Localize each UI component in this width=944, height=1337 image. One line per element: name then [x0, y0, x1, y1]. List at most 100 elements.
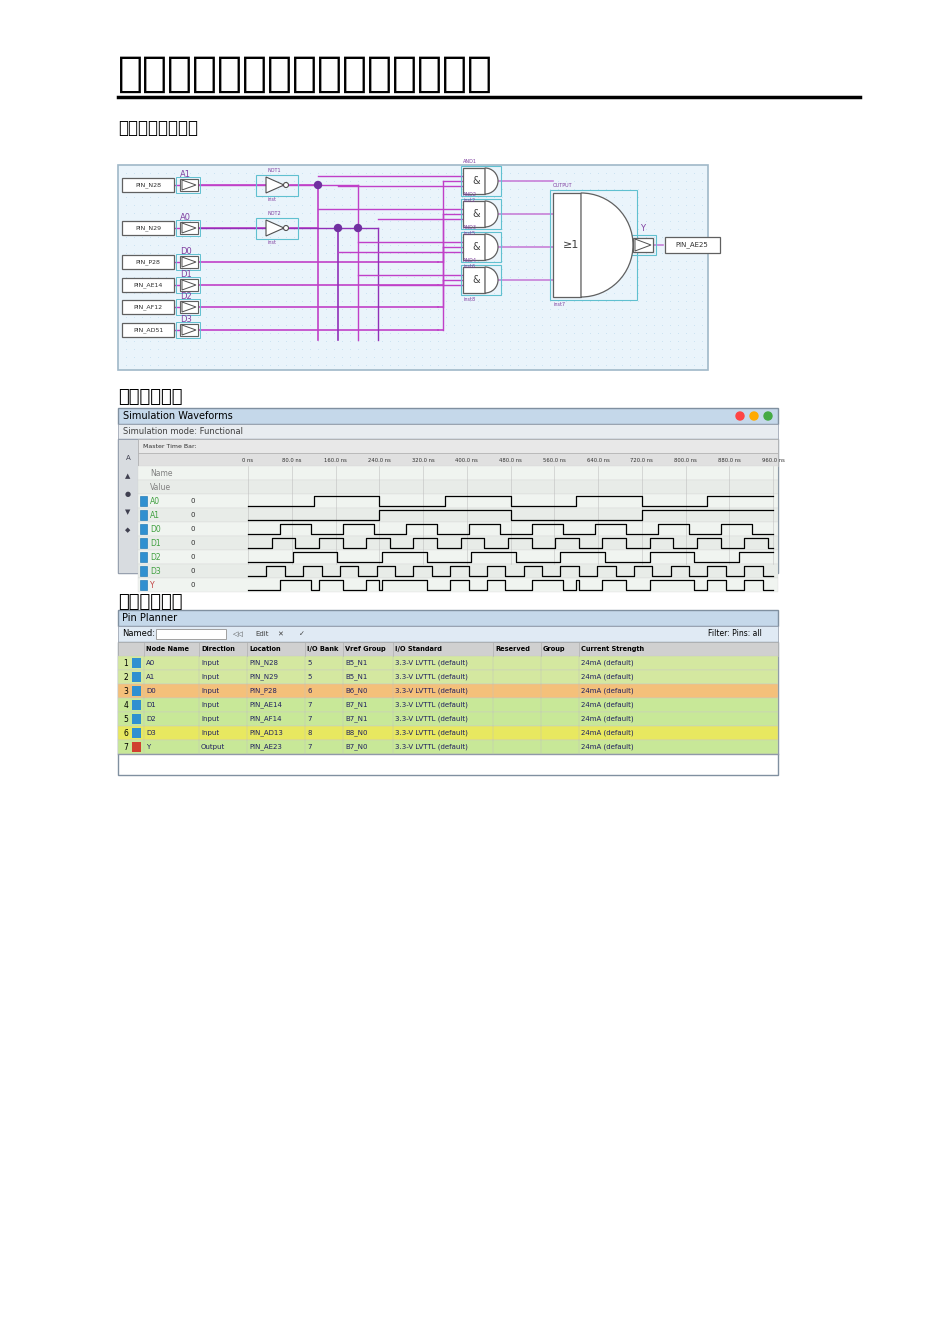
- Polygon shape: [182, 180, 195, 190]
- Polygon shape: [182, 325, 195, 336]
- Text: AND3: AND3: [463, 225, 477, 230]
- Text: 160.0 ns: 160.0 ns: [324, 457, 346, 463]
- Text: D3: D3: [145, 730, 156, 735]
- Bar: [118, 698, 777, 713]
- Bar: [463, 201, 484, 227]
- Text: Simulation Waveforms: Simulation Waveforms: [123, 410, 232, 421]
- Text: PIN_N29: PIN_N29: [248, 674, 278, 681]
- Bar: [132, 686, 141, 697]
- Bar: [179, 279, 198, 291]
- Wedge shape: [581, 193, 632, 297]
- Text: &: &: [472, 275, 480, 285]
- Bar: [118, 439, 777, 574]
- Text: PIN_N28: PIN_N28: [248, 659, 278, 666]
- Bar: [461, 265, 500, 295]
- Text: D0: D0: [179, 247, 192, 255]
- Wedge shape: [484, 267, 497, 293]
- Text: PIN_N28: PIN_N28: [135, 182, 160, 187]
- Bar: [461, 233, 500, 262]
- Bar: [118, 164, 707, 370]
- Text: B8_N0: B8_N0: [345, 730, 367, 737]
- Text: 24mA (default): 24mA (default): [581, 702, 633, 709]
- Text: D1: D1: [179, 270, 192, 279]
- Bar: [140, 566, 147, 576]
- Text: 720.0 ns: 720.0 ns: [630, 457, 652, 463]
- Text: 24mA (default): 24mA (default): [581, 674, 633, 681]
- Bar: [140, 509, 147, 520]
- Text: ◁◁: ◁◁: [233, 631, 244, 636]
- Bar: [138, 508, 777, 521]
- Text: ✓: ✓: [298, 631, 305, 636]
- Text: B7_N1: B7_N1: [345, 715, 367, 722]
- Text: ✕: ✕: [277, 631, 282, 636]
- Text: inst5: inst5: [463, 231, 475, 237]
- Text: PIN_P28: PIN_P28: [135, 259, 160, 265]
- Text: 0: 0: [191, 512, 195, 517]
- Bar: [122, 324, 174, 337]
- Bar: [118, 726, 777, 739]
- Text: 960.0 ns: 960.0 ns: [761, 457, 784, 463]
- Text: 400.0 ns: 400.0 ns: [455, 457, 478, 463]
- Bar: [140, 537, 147, 548]
- Text: Name: Name: [150, 468, 173, 477]
- Text: inst: inst: [268, 241, 277, 245]
- Bar: [138, 453, 777, 467]
- Bar: [132, 729, 141, 738]
- Text: 240.0 ns: 240.0 ns: [367, 457, 390, 463]
- Bar: [122, 255, 174, 269]
- Text: 480.0 ns: 480.0 ns: [498, 457, 521, 463]
- Text: PIN_AF12: PIN_AF12: [133, 303, 162, 310]
- Text: B7_N1: B7_N1: [345, 702, 367, 709]
- Text: 0 ns: 0 ns: [243, 457, 253, 463]
- Text: ●: ●: [125, 491, 131, 497]
- Text: Named:: Named:: [122, 630, 155, 639]
- Bar: [132, 658, 141, 668]
- Text: Current Strength: Current Strength: [581, 646, 644, 652]
- Bar: [463, 168, 484, 194]
- Bar: [256, 175, 297, 197]
- Text: 0: 0: [191, 554, 195, 560]
- Text: inst2: inst2: [463, 198, 475, 203]
- Text: D1: D1: [145, 702, 156, 709]
- Text: D2: D2: [179, 291, 192, 301]
- Text: D3: D3: [150, 567, 160, 575]
- Text: I/O Standard: I/O Standard: [395, 646, 442, 652]
- Text: Input: Input: [201, 730, 219, 735]
- Text: A: A: [126, 455, 130, 461]
- Text: 3.3-V LVTTL (default): 3.3-V LVTTL (default): [395, 715, 467, 722]
- Bar: [176, 322, 200, 338]
- Text: OUTPUT: OUTPUT: [552, 183, 572, 189]
- Text: ▼: ▼: [126, 509, 130, 515]
- Text: 560.0 ns: 560.0 ns: [542, 457, 565, 463]
- Circle shape: [750, 412, 757, 420]
- Text: ≥1: ≥1: [563, 241, 579, 250]
- Text: Master Time Bar:: Master Time Bar:: [143, 444, 196, 448]
- Text: 7: 7: [307, 717, 312, 722]
- Text: I/O Bank: I/O Bank: [307, 646, 338, 652]
- Bar: [118, 739, 777, 754]
- Text: A1: A1: [179, 170, 191, 179]
- Text: PIN_AE14: PIN_AE14: [133, 282, 162, 287]
- Text: A1: A1: [145, 674, 155, 681]
- Bar: [463, 267, 484, 293]
- Text: Pin Planner: Pin Planner: [122, 612, 177, 623]
- Text: 2: 2: [124, 673, 128, 682]
- Text: &: &: [472, 176, 480, 186]
- Bar: [176, 254, 200, 270]
- Bar: [179, 255, 198, 267]
- Circle shape: [283, 182, 288, 187]
- Text: A0: A0: [150, 496, 160, 505]
- Text: 320.0 ns: 320.0 ns: [412, 457, 434, 463]
- Text: 8: 8: [307, 730, 312, 735]
- Polygon shape: [265, 176, 284, 193]
- Text: Vref Group: Vref Group: [345, 646, 385, 652]
- Bar: [138, 536, 777, 550]
- Bar: [122, 221, 174, 235]
- Text: Node Name: Node Name: [145, 646, 189, 652]
- Circle shape: [314, 182, 321, 189]
- Text: Output: Output: [201, 743, 225, 750]
- Bar: [179, 301, 198, 313]
- Bar: [118, 670, 777, 685]
- Bar: [549, 190, 636, 299]
- Text: AND4: AND4: [463, 258, 477, 263]
